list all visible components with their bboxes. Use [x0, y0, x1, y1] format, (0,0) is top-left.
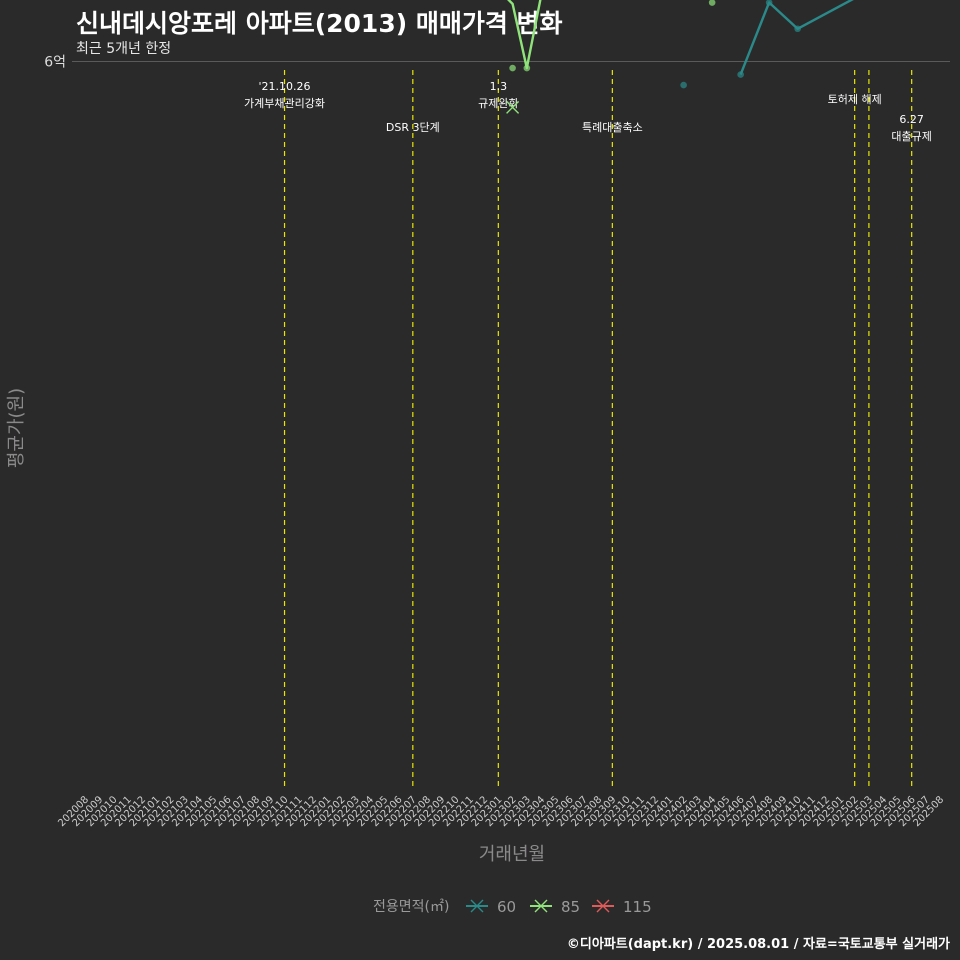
series-85-point: [708, 0, 716, 6]
series-60-line: [739, 0, 854, 76]
series-60-point: [680, 81, 687, 89]
event-label: '21.10.26: [259, 80, 311, 93]
series-85-x-mark: [506, 100, 520, 114]
source-caption: ©디아파트(dapt.kr) / 2025.08.01 / 자료=국토교통부 실…: [566, 937, 950, 952]
legend-label: 115: [623, 898, 652, 916]
series-85-line: [507, 0, 542, 70]
legend-label: 60: [497, 898, 516, 916]
legend-label: 85: [561, 898, 580, 916]
legend-title: 전용면적(㎡): [373, 899, 449, 915]
y-axis-title: 평균가(원): [6, 388, 27, 468]
event-label: 6.27: [899, 113, 924, 126]
series-85-point: [509, 64, 516, 72]
x-axis-title: 거래년월: [479, 844, 545, 865]
legend-key-x: [534, 899, 548, 913]
event-label: 대출규제: [891, 130, 931, 143]
chart-subtitle: 최근 5개년 한정: [76, 41, 172, 57]
event-label: 가계부채관리강화: [244, 97, 325, 110]
event-label: 규제완화: [478, 97, 518, 110]
event-label: DSR 3단계: [386, 121, 440, 134]
legend-key-x: [596, 899, 610, 913]
event-label: 1.3: [490, 80, 508, 93]
legend-key-x: [470, 899, 484, 913]
event-label: 토허제 해제: [828, 92, 882, 106]
y-tick-label: 6억: [44, 55, 66, 71]
event-label: 특례대출축소: [582, 121, 643, 134]
chart-title: 신내데시앙포레 아파트(2013) 매매가격 변화: [76, 9, 563, 38]
